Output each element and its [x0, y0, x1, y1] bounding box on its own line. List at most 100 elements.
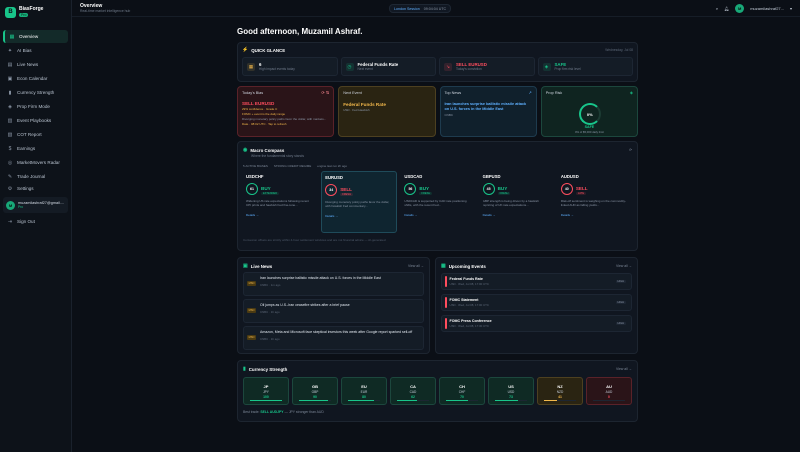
best-trade-pair[interactable]: SELL AUDJPY [260, 410, 284, 414]
sidebar-item-marketmovers-radar[interactable]: ◎ MarketMovers Radar [3, 156, 68, 169]
page-title: Overview [80, 3, 103, 9]
external-link-icon[interactable]: ↗ [528, 90, 532, 95]
sidebar-item-label: Currency Strength [17, 90, 55, 95]
topbar-user[interactable]: muzamilashraf27... [750, 5, 784, 11]
sidebar: B BiasForge Pro ▦ Overview ✦ AI Bias ▤ Live N… [0, 0, 72, 452]
quick-glance-card[interactable]: ↘ SELL EURUSD Today's conviction [439, 57, 535, 76]
macro-tags: 5 ACTIVE BIASES STRONG CREDIT REGIME engin… [243, 164, 632, 168]
currency-cell[interactable]: GB GBP 90 [292, 377, 338, 405]
sidebar-item-prop-firm-mode[interactable]: ◈ Prop Firm Mode [3, 100, 68, 113]
macro-pair-card[interactable]: GBPUSD 45 BUY FRESH GBP strength is bein… [480, 171, 554, 233]
event-title: Federal Funds Rate [449, 277, 483, 281]
news-item[interactable]: MSN Oil jumps as U.S.-Iran ceasefire stri… [243, 299, 424, 323]
sidebar-item-trade-journal[interactable]: ✎ Trade Journal [3, 170, 68, 183]
currency-strength-bar [397, 400, 429, 401]
macro-pair-card[interactable]: USDCHF 61 BUY EXTENDED Widening US rate … [243, 171, 317, 233]
content: Good afternoon, Muzamil Ashraf. ⚡ QUICK … [72, 17, 800, 452]
sidebar-item-settings[interactable]: ⚙ Settings [3, 182, 68, 195]
pair-details-link[interactable]: Details → [560, 213, 574, 217]
session-indicator[interactable]: London Session 09:04:04 UTC [389, 4, 452, 13]
pair-tag: FRESH [419, 192, 433, 195]
event-item[interactable]: Federal Funds Rate USD · Wed, Jul 08, 17:… [441, 273, 632, 290]
pair-text: Risk-off sentiment is weighing on the co… [560, 199, 626, 208]
quick-glance-card[interactable]: ▦ 6 High impact events today [242, 57, 338, 76]
next-event-card[interactable]: Next Event Federal Funds Rate USD · Fed … [338, 86, 436, 137]
currency-strength-fill [544, 400, 558, 401]
compass-icon: ◉ [243, 147, 248, 153]
currency-code: GB [312, 383, 318, 389]
events-list: Federal Funds Rate USD · Wed, Jul 08, 17:… [441, 273, 632, 332]
currency-strength-bar [348, 400, 380, 401]
pair-score-gauge: 45 [482, 183, 495, 195]
chevron-down-icon[interactable]: ▾ [789, 5, 792, 11]
pair-bias: BUY [419, 186, 430, 191]
pair-text: Widening US rate expectations following … [246, 199, 309, 208]
currency-cell[interactable]: CH CHF 70 [439, 377, 485, 405]
macro-pair-card[interactable]: USDCAD 56 BUY FRESH USDCAD is supported … [401, 171, 475, 233]
book-icon: ▥ [7, 117, 13, 124]
currency-cell[interactable]: AU AUD 0 [586, 377, 632, 405]
quick-glance-card[interactable]: ◷ Federal Funds Rate Next event [340, 57, 436, 76]
todays-bias-card[interactable]: Today's Bias ⟳ ⇅ SELL EURUSD 29% confide… [237, 86, 335, 137]
pair-details-link[interactable]: Details → [404, 213, 418, 217]
sidebar-item-event-playbooks[interactable]: ▥ Event Playbooks [3, 114, 68, 127]
brand[interactable]: B BiasForge Pro [3, 4, 68, 24]
currency-code: EU [361, 383, 367, 389]
macro-tag: 5 ACTIVE BIASES [243, 164, 268, 168]
quick-glance-card[interactable]: ◈ SAFE Prop firm risk level [537, 57, 633, 76]
macro-refresh-icon[interactable]: ⟳ [629, 148, 632, 152]
sparkle-icon: ✦ [7, 47, 13, 54]
sidebar-item-ai-bias[interactable]: ✦ AI Bias [3, 44, 68, 57]
pair-name: USDCHF [246, 174, 264, 179]
top-news-card[interactable]: Top News ↗ Iran launches surprise ballis… [439, 86, 537, 137]
pair-details-link[interactable]: Details → [482, 213, 496, 217]
quick-glance-sub: Today's conviction [456, 67, 482, 71]
prop-risk-card[interactable]: Prop Risk ◈ 0% SAFE 0% of $5,000 daily l… [540, 86, 638, 137]
bias-confidence: 29% confidence · Grade C [242, 107, 278, 111]
pair-score: 45 [486, 187, 491, 191]
avatar: M [6, 200, 15, 210]
refresh-icon[interactable]: ⟳ ⇅ [321, 90, 330, 95]
news-item[interactable]: MSN Amazon, Meta and Microsoft face skept… [243, 326, 424, 350]
currency-strength-row: JP JPY 100 GB GBP 90 EU EUR 80 CA CAD 62 CH CHF 70 US US… [243, 377, 632, 405]
sidebar-item-live-news[interactable]: ▤ Live News [3, 58, 68, 71]
sidebar-item-currency-strength[interactable]: ▮ Currency Strength [3, 86, 68, 99]
bell-icon[interactable]: 🔔︎ [724, 5, 730, 11]
pair-details-link[interactable]: Details → [325, 214, 339, 218]
event-item[interactable]: FOMC Statement USD · Wed, Jul 08, 17:00 U… [441, 294, 632, 311]
currency-cell[interactable]: NZ NZD 41 [537, 377, 583, 405]
events-title: Upcoming Events [448, 263, 486, 269]
currency-cell[interactable]: US USD 73 [488, 377, 534, 405]
search-icon[interactable]: ⌕ [715, 5, 719, 11]
news-view-all-link[interactable]: View all → [408, 264, 424, 268]
sign-out-button[interactable]: ⇥ Sign Out [3, 215, 68, 228]
event-impact-badge: HIGH [615, 301, 626, 304]
currency-cell[interactable]: JP JPY 100 [243, 377, 289, 405]
best-trade-note: — JPY stronger than AUD [284, 410, 324, 414]
pair-details-link[interactable]: Details → [246, 213, 260, 217]
event-item[interactable]: FOMC Press Conference USD · Wed, Jul 08, … [441, 315, 632, 332]
events-view-all-link[interactable]: View all → [616, 264, 632, 268]
live-news: ▣ Live News View all → MSN Iran launches … [237, 257, 430, 354]
top-news-headline: Iran launches surprise ballistic missile… [444, 102, 527, 111]
pair-tag: LATE [575, 192, 587, 195]
macro-pair-card[interactable]: AUDUSD 40 SELL LATE Risk-off sentiment i… [558, 171, 632, 233]
currency-cell[interactable]: CA CAD 62 [390, 377, 436, 405]
topbar-avatar[interactable]: M [735, 3, 745, 13]
settings-label: Settings [17, 186, 34, 191]
sidebar-item-earnings[interactable]: $ Earnings [3, 142, 68, 155]
currency-cell[interactable]: EU EUR 80 [341, 377, 387, 405]
sidebar-item-overview[interactable]: ▦ Overview [3, 30, 68, 43]
cs-view-all-link[interactable]: View all → [616, 367, 632, 371]
pair-score: 56 [408, 187, 413, 191]
news-item[interactable]: MSN Iran launches surprise ballistic miss… [243, 272, 424, 296]
sidebar-item-econ-calendar[interactable]: ▣ Econ Calendar [3, 72, 68, 85]
quick-glance: ⚡ QUICK GLANCE Wednesday, Jul 08 ▦ 6 High … [237, 42, 638, 82]
user-card[interactable]: M muzamilashraf27@gmail.... Pro [3, 197, 68, 213]
sidebar-item-label: Econ Calendar [17, 76, 48, 81]
sidebar-item-cot-report[interactable]: ▧ COT Report [3, 128, 68, 141]
macro-pair-card[interactable]: EURUSD 34 SELL FRESH Diverging monetary … [321, 171, 398, 233]
chart-icon: ▧ [7, 131, 13, 138]
currency-strength-bar [299, 400, 331, 401]
bias-text: Diverging monetary policy paths favor th… [242, 117, 327, 121]
